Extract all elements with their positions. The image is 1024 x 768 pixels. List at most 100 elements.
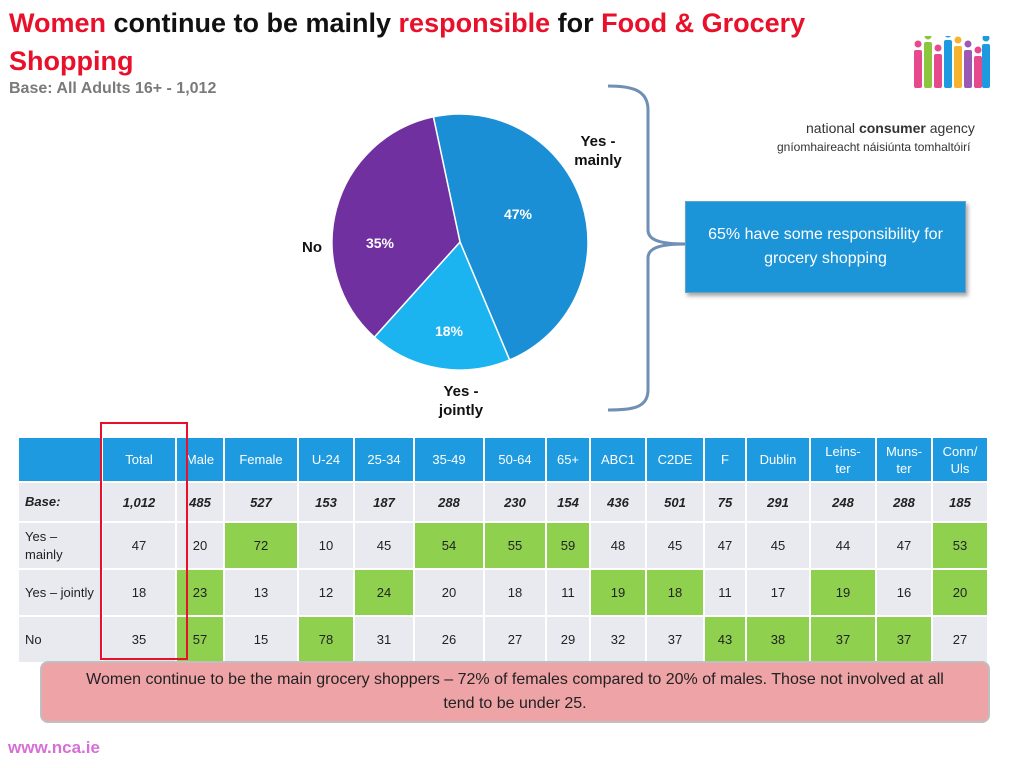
table-cell: 248	[809, 481, 877, 523]
logo-figure-body	[982, 44, 990, 88]
logo-name: national consumer agency	[806, 120, 975, 136]
table-header-cell: F	[703, 436, 747, 483]
pie-value-label-1: 18%	[435, 323, 464, 339]
family-figures-icon	[914, 36, 990, 88]
table-header-cell: C2DE	[645, 436, 705, 483]
pie-slice-2	[331, 115, 461, 339]
logo-figure-head	[974, 46, 982, 54]
page-title: Women continue to be mainly responsible …	[9, 4, 869, 80]
table-cell: 37	[809, 615, 877, 664]
table-header-cell: 65+	[545, 436, 591, 483]
logo-figure-body	[914, 50, 922, 88]
table-cell: 185	[931, 481, 989, 523]
table-cell: 47	[703, 521, 747, 570]
table-cell: 20	[413, 568, 485, 617]
table-cell: 291	[745, 481, 811, 523]
table-cell: 11	[703, 568, 747, 617]
website-link[interactable]: www.nca.ie	[8, 738, 100, 757]
logo-name-a: national	[806, 120, 859, 136]
nca-logo: national consumer agency gníomhaireacht …	[772, 36, 1002, 166]
table-cell: 31	[353, 615, 415, 664]
table-cell: 44	[809, 521, 877, 570]
table-cell: 154	[545, 481, 591, 523]
logo-name-b: consumer	[858, 120, 926, 136]
table-cell: 153	[297, 481, 355, 523]
logo-irish-name: gníomhaireacht náisiúnta tomhaltóirí	[777, 140, 971, 154]
logo-figure-body	[954, 46, 962, 88]
table-cell: 288	[413, 481, 485, 523]
table-cell: 37	[645, 615, 705, 664]
table-cell: 527	[223, 481, 299, 523]
logo-figure-head	[964, 40, 972, 48]
logo-figure-head	[982, 36, 990, 42]
table-cell: 20	[175, 521, 225, 570]
pie-slice-0	[432, 113, 589, 361]
row-label: Yes – jointly	[17, 568, 103, 617]
table-header-cell: Male	[175, 436, 225, 483]
title-part-2: continue to be mainly	[106, 8, 399, 38]
table-header-cell: 25-34	[353, 436, 415, 483]
total-column-highlight	[100, 422, 188, 660]
logo-figure-head	[945, 36, 951, 38]
table-cell: 59	[545, 521, 591, 570]
table-cell: 187	[353, 481, 415, 523]
row-label: Yes – mainly	[17, 521, 103, 570]
table-header-cell: Leins-ter	[809, 436, 877, 483]
table-header-cell: U-24	[297, 436, 355, 483]
logo-figure-body	[944, 40, 952, 88]
table-cell: 16	[875, 568, 933, 617]
table-cell: 17	[745, 568, 811, 617]
pie-label-mainly-1: Yes -	[580, 133, 615, 150]
table-cell: 29	[545, 615, 591, 664]
table-cell: 12	[297, 568, 355, 617]
logo-figure-body	[924, 42, 932, 88]
table-cell: 47	[875, 521, 933, 570]
table-cell: 72	[223, 521, 299, 570]
table-cell: 230	[483, 481, 547, 523]
logo-name-c: agency	[925, 120, 975, 136]
table-cell: 55	[483, 521, 547, 570]
table-cell: 45	[645, 521, 705, 570]
table-cell: 27	[931, 615, 989, 664]
table-header-cell: Conn/Uls	[931, 436, 989, 483]
title-part-4: for	[550, 8, 602, 38]
page-subtitle: Base: All Adults 16+ - 1,012	[9, 80, 217, 97]
table-cell: 45	[353, 521, 415, 570]
table-header-cell: 50-64	[483, 436, 547, 483]
table-cell: 1,012	[101, 481, 177, 523]
table-cell: 501	[645, 481, 705, 523]
table-cell: 43	[703, 615, 747, 664]
table-header-row: Total Male Female U-24 25-34 35-49 50-64 65+ ABC…	[17, 436, 989, 483]
row-label: Base:	[17, 481, 103, 523]
logo-figure-body	[964, 50, 972, 88]
table-cell: 19	[809, 568, 877, 617]
table-header-cell	[17, 436, 103, 483]
table-cell: 10	[297, 521, 355, 570]
table-cell: 38	[745, 615, 811, 664]
pie-chart: 47% 18% 35% Yes - mainly Yes - jointly No	[302, 84, 686, 419]
table-header-cell: ABC1	[589, 436, 647, 483]
table-header-cell: Female	[223, 436, 299, 483]
pie-label-no: No	[302, 239, 322, 256]
title-part-responsible: responsible	[398, 8, 551, 38]
table-cell: 15	[223, 615, 299, 664]
table-cell: 75	[703, 481, 747, 523]
table-cell: 24	[353, 568, 415, 617]
table-cell: 18	[101, 568, 177, 617]
table-cell: 27	[483, 615, 547, 664]
table-cell: 32	[589, 615, 647, 664]
table-cell: 11	[545, 568, 591, 617]
table-cell: 48	[589, 521, 647, 570]
table-cell: 26	[413, 615, 485, 664]
bracket	[607, 84, 686, 412]
table-cell: 18	[645, 568, 705, 617]
table-row: Yes – mainly 47 20 72 10 45 54 55 59 48 45 47 45 44 47 5…	[17, 521, 989, 570]
logo-figure-body	[934, 54, 942, 88]
table-cell: 13	[223, 568, 299, 617]
table-cell: 436	[589, 481, 647, 523]
logo-figure-body	[974, 56, 982, 88]
pie-slice-1	[373, 240, 511, 371]
table-cell: 18	[483, 568, 547, 617]
table-cell: 35	[101, 615, 177, 664]
table-cell: 47	[101, 521, 177, 570]
